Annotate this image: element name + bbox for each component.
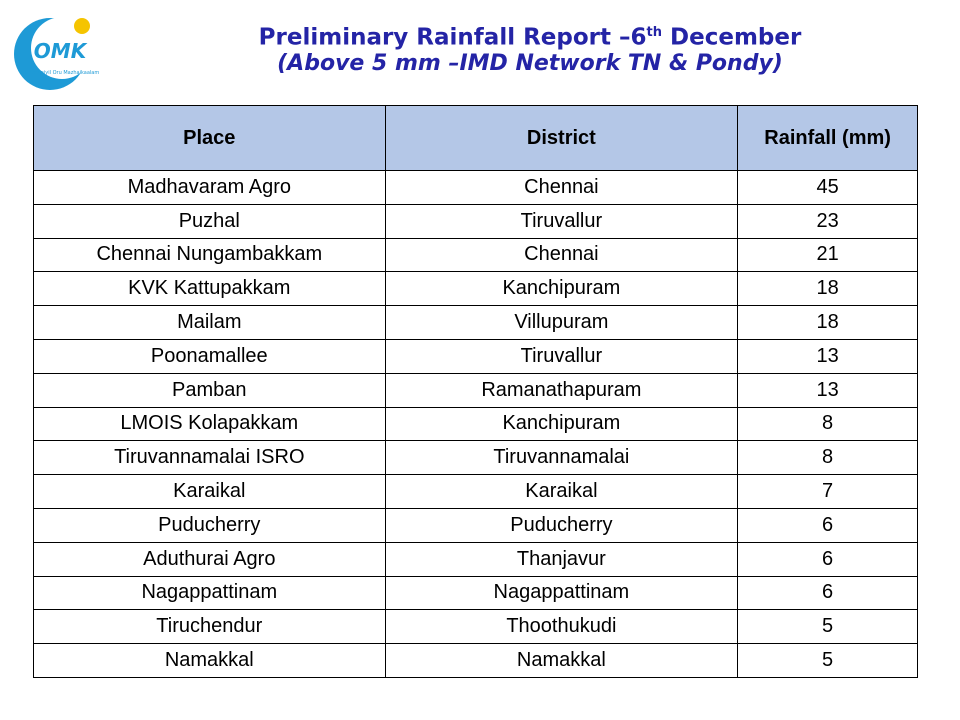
- table-cell: Chennai: [384, 170, 739, 205]
- table-cell: 18: [737, 305, 918, 340]
- table-row: Pamban Ramanathapuram 13: [33, 372, 918, 408]
- table-cell: 5: [737, 609, 918, 645]
- table-cell: 7: [737, 474, 918, 509]
- table-cell: Madhavaram Agro: [33, 170, 386, 205]
- table-cell: Puzhal: [33, 203, 386, 239]
- table-cell: Thanjavur: [384, 541, 739, 577]
- table-cell: Karaikal: [33, 474, 386, 509]
- table-cell: Tiruvallur: [384, 338, 739, 374]
- table-cell: Namakkal: [384, 643, 739, 678]
- table-row: Mailam Villupuram 18: [33, 305, 918, 340]
- table-cell: Chennai Nungambakkam: [33, 237, 386, 273]
- table-cell: Chennai: [384, 237, 739, 273]
- table-cell: Tiruvallur: [384, 203, 739, 239]
- table-cell: Tiruvannamalai: [384, 440, 739, 476]
- table-cell: 6: [737, 575, 918, 611]
- table-row: Poonamallee Tiruvallur 13: [33, 338, 918, 374]
- logo-mark: OMK: [34, 39, 88, 63]
- title-text: Preliminary Rainfall Report –6: [258, 24, 647, 51]
- table-cell: Villupuram: [384, 305, 739, 340]
- table-cell: 13: [737, 372, 918, 408]
- table-cell: Thoothukudi: [384, 609, 739, 645]
- logo-sun: [74, 18, 90, 34]
- table-row: Namakkal Namakkal 5: [33, 643, 918, 678]
- table-cell: KVK Kattupakkam: [33, 271, 386, 307]
- table-row: Aduthurai Agro Thanjavur 6: [33, 541, 918, 577]
- table-cell: Kanchipuram: [384, 406, 739, 442]
- column-header: Rainfall (mm): [737, 105, 918, 171]
- table-cell: 6: [737, 541, 918, 577]
- table-cell: Kanchipuram: [384, 271, 739, 307]
- table-cell: 18: [737, 271, 918, 307]
- rainfall-table: Place District Rainfall (mm) Madhavaram Ag…: [33, 105, 918, 678]
- table-cell: Mailam: [33, 305, 386, 340]
- subtitle: (Above 5 mm –IMD Network TN & Pondy): [277, 51, 783, 76]
- table-row: Chennai Nungambakkam Chennai 21: [33, 237, 918, 273]
- table-row: Puducherry Puducherry 6: [33, 507, 918, 543]
- table-cell: 5: [737, 643, 918, 678]
- table-cell: 6: [737, 507, 918, 543]
- title-superscript: th: [646, 25, 663, 40]
- column-header: Place: [33, 105, 386, 171]
- table-cell: Aduthurai Agro: [33, 541, 386, 577]
- title: Preliminary Rainfall Report –6th Decembe…: [130, 18, 930, 53]
- table-cell: 8: [737, 440, 918, 476]
- table-row: Tiruvannamalai ISRO Tiruvannamalai 8: [33, 440, 918, 476]
- title-text: December: [662, 24, 802, 51]
- logo-caption: Chennaiyil Oru Mazhaikaalam: [25, 70, 100, 76]
- table-cell: LMOIS Kolapakkam: [33, 406, 386, 442]
- table-cell: 45: [737, 170, 918, 205]
- table-row: Puzhal Tiruvallur 23: [33, 203, 918, 239]
- table-cell: 13: [737, 338, 918, 374]
- table-row: Karaikal Karaikal 7: [33, 474, 918, 509]
- table-cell: 23: [737, 203, 918, 239]
- table-cell: 21: [737, 237, 918, 273]
- table-cell: Puducherry: [33, 507, 386, 543]
- table-row: KVK Kattupakkam Kanchipuram 18: [33, 271, 918, 307]
- table-cell: Nagappattinam: [384, 575, 739, 611]
- table-row: Tiruchendur Thoothukudi 5: [33, 609, 918, 645]
- header-row: Place District Rainfall (mm): [33, 105, 918, 171]
- table-cell: Tiruvannamalai ISRO: [33, 440, 386, 476]
- logo: OMK Chennaiyil Oru Mazhaikaalam: [14, 17, 100, 90]
- table-cell: Namakkal: [33, 643, 386, 678]
- table-cell: Karaikal: [384, 474, 739, 509]
- table-cell: Poonamallee: [33, 338, 386, 374]
- table-cell: Pamban: [33, 372, 386, 408]
- table-cell: Ramanathapuram: [384, 372, 739, 408]
- table-cell: 8: [737, 406, 918, 442]
- table-row: Madhavaram Agro Chennai 45: [33, 170, 918, 205]
- table-cell: Puducherry: [384, 507, 739, 543]
- table-row: LMOIS Kolapakkam Kanchipuram 8: [33, 406, 918, 442]
- column-header: District: [384, 105, 739, 171]
- table-body: Madhavaram Agro Chennai 45 Puzhal Tiruvallur…: [33, 170, 918, 678]
- table-cell: Nagappattinam: [33, 575, 386, 611]
- table-cell: Tiruchendur: [33, 609, 386, 645]
- table-row: Nagappattinam Nagappattinam 6: [33, 575, 918, 611]
